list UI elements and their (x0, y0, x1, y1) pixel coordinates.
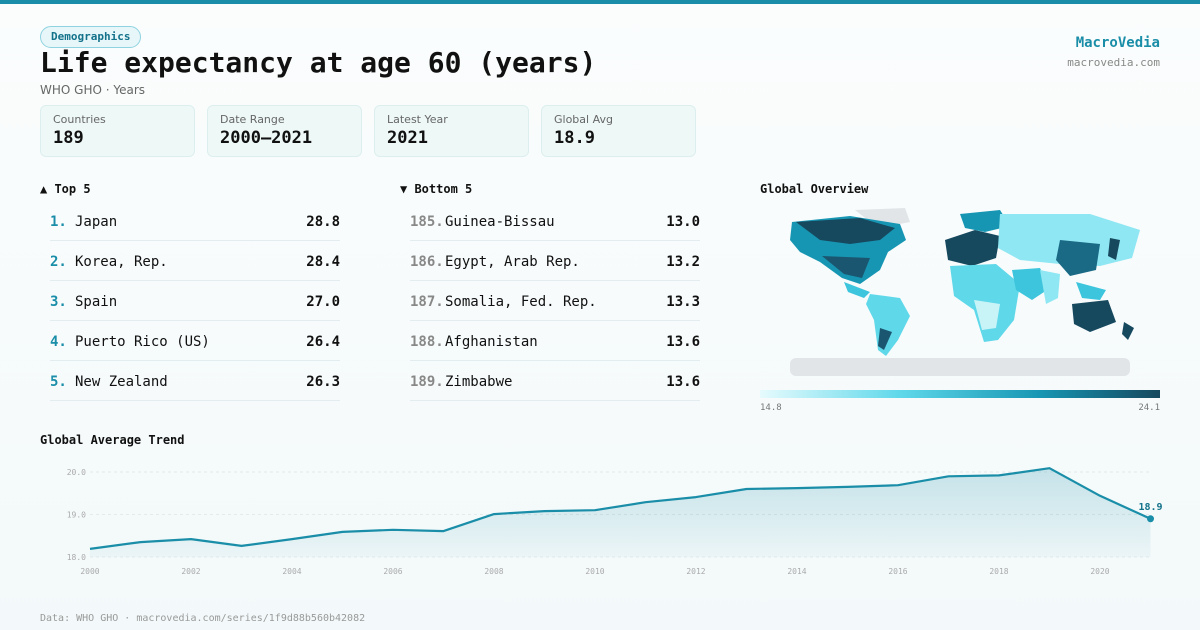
x-tick-label: 2006 (383, 567, 402, 576)
rank-row[interactable]: 2. Korea, Rep. 28.4 (50, 241, 340, 281)
country: Guinea-Bissau (445, 214, 555, 230)
rank: 3. (50, 294, 67, 310)
stat-label: Latest Year (387, 113, 448, 126)
x-tick-label: 2012 (686, 567, 705, 576)
country: Korea, Rep. (75, 254, 168, 270)
line-chart: 18.0 19.0 20.0 2000 2002 2004 2006 2008 2010 2012… (67, 467, 1163, 576)
country: New Zealand (75, 374, 168, 390)
color-scale (760, 390, 1160, 398)
scale-max: 24.1 (1138, 403, 1160, 413)
x-tick-label: 2014 (787, 567, 806, 576)
rank: 4. (50, 334, 67, 350)
rank-row[interactable]: 5. New Zealand 26.3 (50, 361, 340, 401)
y-tick-label: 18.0 (67, 553, 86, 562)
rank-row[interactable]: 188. Afghanistan 13.6 (410, 321, 700, 361)
stat-value: 2000–2021 (220, 128, 313, 148)
value: 13.3 (666, 294, 700, 310)
rank-row[interactable]: 3. Spain 27.0 (50, 281, 340, 321)
rank-row[interactable]: 189. Zimbabwe 13.6 (410, 361, 700, 401)
value: 13.6 (666, 334, 700, 350)
x-tick-label: 2008 (484, 567, 503, 576)
rank-row[interactable]: 4. Puerto Rico (US) 26.4 (50, 321, 340, 361)
stat-value: 18.9 (554, 128, 595, 148)
chart-title: Global Average Trend (40, 433, 185, 447)
value: 26.3 (306, 374, 340, 390)
stat-card: Global Avg 18.9 (541, 105, 696, 157)
value: 28.4 (306, 254, 340, 270)
rank: 1. (50, 214, 67, 230)
end-label: 18.9 (1138, 502, 1162, 513)
brand[interactable]: MacroVedia (1075, 35, 1160, 51)
country: Afghanistan (445, 334, 538, 350)
area (90, 468, 1151, 557)
rank-row[interactable]: 185. Guinea-Bissau 13.0 (410, 201, 700, 241)
stat-label: Countries (53, 113, 106, 126)
stat-label: Global Avg (554, 113, 613, 126)
rank: 188. (410, 334, 444, 350)
x-tick-label: 2004 (282, 567, 301, 576)
country: Puerto Rico (US) (75, 334, 210, 350)
value: 26.4 (306, 334, 340, 350)
value: 28.8 (306, 214, 340, 230)
country: Egypt, Arab Rep. (445, 254, 580, 270)
country: Spain (75, 294, 118, 310)
rank: 5. (50, 374, 67, 390)
value: 13.6 (666, 374, 700, 390)
x-tick-label: 2002 (181, 567, 200, 576)
x-tick-label: 2018 (989, 567, 1008, 576)
stat-card: Countries 189 (40, 105, 195, 157)
stat-label: Date Range (220, 113, 285, 126)
end-point (1147, 515, 1154, 523)
rank: 189. (410, 374, 444, 390)
rank: 185. (410, 214, 444, 230)
scale-min: 14.8 (760, 403, 782, 413)
rank: 187. (410, 294, 444, 310)
x-tick-label: 2010 (585, 567, 604, 576)
rank-row[interactable]: 186. Egypt, Arab Rep. 13.2 (410, 241, 700, 281)
subtitle: WHO GHO · Years (40, 83, 146, 97)
stat-card: Latest Year 2021 (374, 105, 529, 157)
value: 27.0 (306, 294, 340, 310)
footer: Data: WHO GHO · macrovedia.com/series/1f… (40, 613, 366, 624)
x-tick-label: 2000 (80, 567, 99, 576)
rank: 186. (410, 254, 444, 270)
site[interactable]: macrovedia.com (1067, 56, 1160, 69)
section-title: ▼ Bottom 5 (400, 182, 473, 196)
rank: 2. (50, 254, 67, 270)
stat-card: Date Range 2000–2021 (207, 105, 362, 157)
top-bar (0, 0, 1200, 4)
country: Zimbabwe (445, 374, 513, 390)
section-title: Global Overview (760, 182, 869, 196)
line (89, 467, 1151, 550)
value: 13.0 (666, 214, 700, 230)
country: Somalia, Fed. Rep. (445, 294, 597, 310)
map: 14.8 24.1 (760, 208, 1160, 413)
page-title: Life expectancy at age 60 (years) (40, 46, 597, 79)
y-tick-label: 20.0 (67, 468, 86, 477)
section-title: ▲ Top 5 (40, 182, 91, 196)
stat-value: 189 (53, 128, 84, 148)
badge[interactable]: Demographics (40, 26, 142, 48)
stat-value: 2021 (387, 128, 428, 148)
x-tick-label: 2016 (888, 567, 907, 576)
rank-row[interactable]: 187. Somalia, Fed. Rep. 13.3 (410, 281, 700, 321)
map-shapes (790, 208, 1140, 376)
value: 13.2 (666, 254, 700, 270)
country: Japan (75, 214, 118, 230)
y-tick-label: 19.0 (67, 511, 86, 520)
rank-row[interactable]: 1. Japan 28.8 (50, 201, 340, 241)
x-tick-label: 2020 (1090, 567, 1109, 576)
